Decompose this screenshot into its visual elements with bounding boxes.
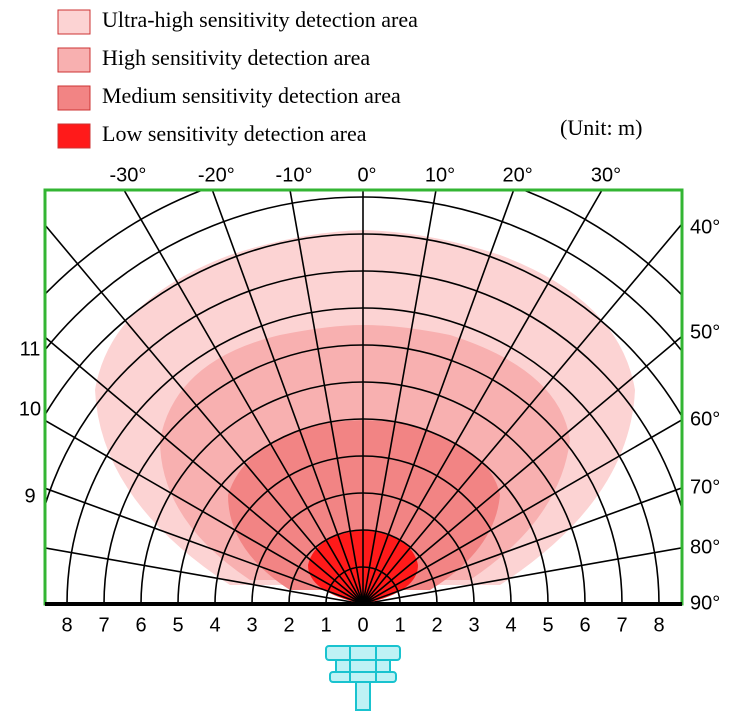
radial-line (362, 190, 603, 604)
distance-label: 7 (616, 614, 627, 636)
distance-label: 6 (135, 614, 146, 636)
angle-label: 40° (690, 216, 720, 238)
range-arc (251, 492, 475, 604)
distance-label: 2 (431, 614, 442, 636)
distance-label: 8 (61, 614, 72, 636)
angle-label: 20° (503, 164, 533, 186)
range-label: 11 (20, 338, 41, 360)
angle-label: 90° (690, 592, 720, 614)
legend-swatch (57, 85, 91, 111)
angle-label: 0° (357, 164, 376, 186)
legend-swatch (57, 47, 91, 73)
distance-label: 4 (209, 614, 220, 636)
distance-label: 5 (172, 614, 183, 636)
radial-line (362, 222, 682, 604)
range-label: 10 (19, 398, 41, 420)
radial-line (362, 190, 515, 604)
polar-grid (45, 190, 682, 604)
range-arc (288, 529, 438, 604)
distance-label: 2 (283, 614, 294, 636)
legend-label: High sensitivity detection area (102, 45, 370, 70)
angle-label: 60° (690, 408, 720, 430)
range-arc (325, 566, 401, 604)
range-arc (45, 233, 682, 419)
radial-line (362, 190, 437, 604)
distance-label: 4 (505, 614, 516, 636)
range-arc (214, 455, 512, 604)
range-label: 9 (24, 485, 35, 507)
angle-label: 10° (425, 164, 455, 186)
radial-line (362, 335, 682, 604)
distance-label: 7 (98, 614, 109, 636)
unit-label: (Unit: m) (560, 115, 643, 140)
distance-label: 3 (246, 614, 257, 636)
range-arc (177, 418, 549, 604)
legend-label: Medium sensitivity detection area (102, 83, 401, 108)
radial-line (289, 190, 364, 604)
range-arc (45, 196, 682, 353)
distance-label: 3 (468, 614, 479, 636)
legend-label: Ultra-high sensitivity detection area (102, 7, 418, 32)
radial-line (362, 487, 682, 604)
range-arc (45, 270, 682, 512)
distance-label: 0 (357, 614, 368, 636)
angle-label: 50° (690, 321, 720, 343)
legend-label: Low sensitivity detection area (102, 121, 367, 146)
range-arc (103, 344, 623, 604)
range-arc (66, 307, 660, 604)
radial-line (123, 190, 364, 604)
angle-label: 30° (591, 164, 621, 186)
legend-swatch (57, 9, 91, 35)
angle-label: -20° (198, 164, 235, 186)
radial-line (45, 419, 364, 604)
distance-label: 6 (579, 614, 590, 636)
distance-label: 5 (542, 614, 553, 636)
distance-label: 1 (320, 614, 331, 636)
angle-label: -30° (110, 164, 147, 186)
radial-line (362, 418, 682, 604)
distance-label: 1 (394, 614, 405, 636)
angle-label: 70° (690, 476, 720, 498)
radial-line (45, 487, 364, 604)
radial-line (362, 546, 682, 604)
radial-line (45, 336, 364, 604)
angle-label: -10° (276, 164, 313, 186)
distance-label: 8 (653, 614, 664, 636)
angle-label: 80° (690, 536, 720, 558)
legend-swatch (57, 123, 91, 149)
range-arc (140, 381, 586, 604)
radial-line (45, 223, 364, 604)
sensor-icon (325, 645, 401, 711)
radial-line (45, 547, 364, 604)
radial-line (211, 190, 364, 604)
